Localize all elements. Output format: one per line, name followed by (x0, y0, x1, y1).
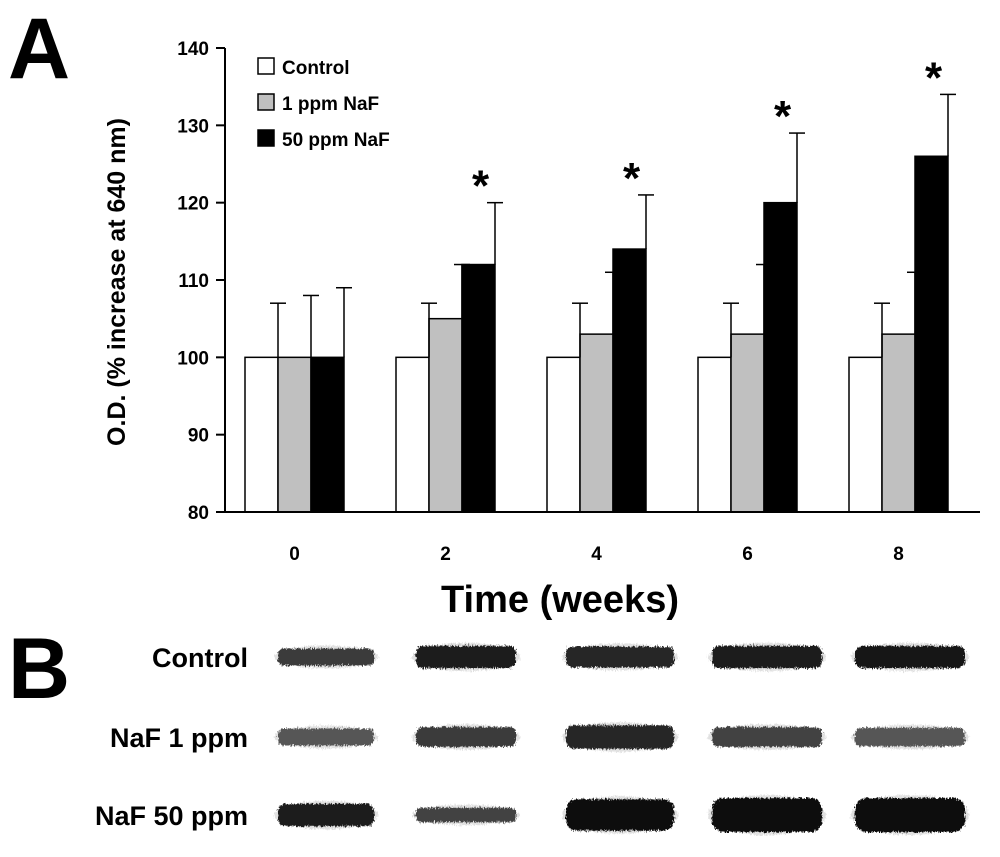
y-tick-label: 100 (177, 348, 209, 369)
blot-band (416, 807, 516, 823)
bar-1-ppm-naf-week-6 (730, 333, 765, 513)
bar-control-week-0 (244, 356, 279, 513)
significance-markers: * * * * (472, 53, 943, 210)
blot-band (855, 645, 965, 669)
blot-band (566, 725, 674, 749)
bar-50-ppm-naf-week-4 (612, 248, 647, 513)
bar-chart: 80 90 100 110 120 130 140 * * * * 0 2 4 6 8 O.D. (% i… (103, 39, 980, 621)
bar-50-ppm-naf-week-2 (461, 263, 496, 513)
error-bars (270, 93, 956, 358)
blot-band (855, 727, 965, 747)
blot-bands (274, 642, 969, 835)
y-axis-label: O.D. (% increase at 640 nm) (103, 118, 131, 446)
bar-1-ppm-naf-week-8 (881, 333, 916, 513)
y-tick-label: 80 (188, 503, 209, 524)
blot-row-labels: Control NaF 1 ppm NaF 50 ppm (95, 643, 248, 831)
legend-swatch (257, 129, 275, 147)
y-tick-label: 130 (177, 116, 209, 137)
x-tick-label: 2 (440, 544, 451, 565)
bar-50-ppm-naf-week-8 (914, 155, 949, 513)
bar-1-ppm-naf-week-0 (277, 356, 312, 513)
blot-band (416, 727, 516, 747)
blot-band (855, 798, 965, 832)
bar-series (244, 155, 949, 513)
legend-swatch (257, 57, 275, 75)
bar-1-ppm-naf-week-4 (579, 333, 614, 513)
bar-50-ppm-naf-week-6 (763, 201, 798, 513)
significance-star: * (925, 53, 943, 102)
x-tick-label: 8 (893, 544, 904, 565)
blot-band (712, 727, 822, 747)
bar-control-week-8 (848, 356, 883, 513)
legend-label: 50 ppm NaF (282, 130, 390, 151)
panel-b-letter: B (8, 621, 70, 717)
bar-1-ppm-naf-week-2 (428, 317, 463, 513)
bar-50-ppm-naf-week-0 (310, 356, 345, 513)
x-tick-label: 6 (742, 544, 753, 565)
panel-a-letter: A (8, 1, 70, 97)
significance-star: * (774, 92, 792, 141)
blot-band (278, 803, 374, 827)
bar-control-week-4 (546, 356, 581, 513)
blot-band (566, 646, 674, 668)
legend: Control 1 ppm NaF 50 ppm NaF (257, 57, 390, 151)
y-axis-ticks: 80 90 100 110 120 130 140 (177, 39, 225, 524)
x-tick-label: 4 (591, 544, 602, 565)
bar-control-week-6 (697, 356, 732, 513)
blot-band (712, 798, 822, 832)
blot-band (566, 799, 674, 831)
blot-row-label: NaF 1 ppm (110, 723, 248, 753)
blot-band (278, 648, 374, 666)
western-blot: Control NaF 1 ppm NaF 50 ppm (95, 642, 969, 835)
x-tick-label: 0 (289, 544, 300, 565)
legend-label: 1 ppm NaF (282, 94, 379, 115)
legend-label: Control (282, 58, 350, 79)
x-axis-label: Time (weeks) (441, 579, 679, 621)
blot-row-label: NaF 50 ppm (95, 801, 248, 831)
y-tick-label: 90 (188, 426, 209, 447)
blot-row-label: Control (152, 643, 248, 673)
legend-swatch (257, 93, 275, 111)
y-tick-label: 110 (178, 271, 209, 292)
y-tick-label: 120 (177, 194, 209, 215)
x-axis-ticks: 0 2 4 6 8 (289, 544, 904, 565)
y-tick-label: 140 (177, 39, 209, 60)
bar-control-week-2 (395, 356, 430, 513)
blot-band (416, 645, 516, 669)
significance-star: * (472, 162, 490, 211)
blot-band (278, 728, 374, 746)
significance-star: * (623, 154, 641, 203)
blot-band (712, 645, 822, 669)
